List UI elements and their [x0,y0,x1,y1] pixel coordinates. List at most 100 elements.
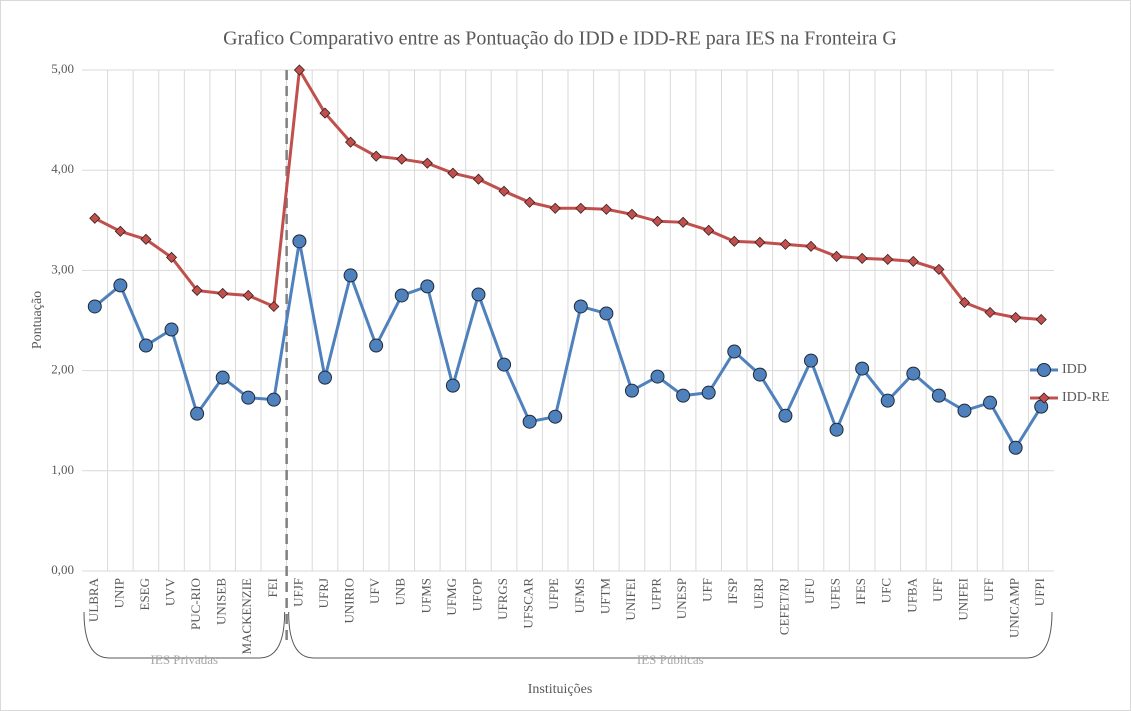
group-bracket [83,611,286,659]
data-point [370,150,382,162]
data-point [650,369,665,384]
x-tick-label: UFC [879,578,894,603]
y-tick-label: 0,00 [51,562,74,577]
data-point [906,366,921,381]
data-point [933,263,945,275]
data-point [651,215,664,227]
data-point [497,357,512,372]
legend-marker [1037,363,1051,377]
data-point [522,414,537,429]
data-point [907,255,919,267]
data-point [727,344,742,359]
data-point [957,403,972,418]
data-point [215,370,230,385]
x-tick-label: UFMG [444,578,459,616]
data-point [343,268,358,283]
y-tick-label: 3,00 [51,261,74,276]
data-point [752,367,767,382]
data-point [779,238,791,250]
data-point [701,385,716,400]
data-point [958,296,971,309]
x-tick-label: FEI [265,578,280,598]
x-tick-label: PUC-RIO [188,578,203,630]
data-point [931,388,946,403]
x-tick-label: UNESP [674,578,689,619]
x-tick-label: UNIFEI [955,578,970,621]
x-tick-label: UFOP [469,578,484,611]
data-point [445,378,460,393]
data-point [880,393,895,408]
data-point [754,236,766,248]
data-point [599,306,614,321]
data-point [319,107,331,119]
data-point [138,338,153,353]
data-point [677,216,689,228]
data-point [778,408,793,423]
data-point [831,250,843,262]
x-tick-label: UFSCAR [521,578,536,629]
x-tick-label: UFU [802,577,817,604]
data-point [345,136,357,148]
chart-title: Grafico Comparativo entre as Pontuação d… [223,28,897,50]
data-point [268,300,280,313]
x-tick-label: UFRGS [495,578,510,620]
data-point [624,383,639,398]
x-tick-label: UFPR [649,578,664,611]
data-point [984,306,996,319]
x-tick-label: UFPE [546,578,561,610]
x-tick-label: UFBA [904,577,919,612]
x-tick-label: UNIFEI [623,578,638,621]
data-point [369,338,384,353]
data-point [190,406,205,421]
data-point [420,279,435,294]
x-tick-label: UFTM [597,578,612,615]
data-point [1035,313,1047,326]
data-point [1010,311,1022,324]
data-point [882,253,894,265]
y-tick-label: 2,00 [51,362,74,377]
data-point [548,409,563,424]
x-tick-label: UNIP [111,578,126,608]
x-tick-label: UFF [700,578,715,602]
x-tick-label: UNB [393,578,408,606]
y-tick-label: 1,00 [51,462,74,477]
data-point [549,202,561,214]
group-bracket [288,611,1053,659]
x-tick-label: UFRJ [316,578,331,608]
data-point [856,252,868,264]
x-tick-label: UFES [828,578,843,610]
x-tick-label: UFPI [1032,578,1047,606]
data-point [394,288,409,303]
x-tick-label: UFJF [290,578,305,607]
x-tick-label: UFF [930,578,945,602]
x-tick-label: CEFET/RJ [776,578,791,635]
data-point [703,224,715,236]
data-point [983,395,998,410]
data-point [292,234,307,249]
data-point [804,353,818,368]
x-tick-label: ESEG [137,578,152,611]
data-point [266,392,281,407]
legend-label: IDD-RE [1062,390,1109,405]
x-tick-label: ULBRA [86,577,101,622]
data-point [1008,440,1023,455]
group-label: IES Privadas [151,652,219,667]
x-tick-label: IFSP [725,578,740,604]
x-tick-label: IFES [853,578,868,605]
data-point [524,196,536,208]
data-point [241,390,256,405]
x-tick-label: UFF [981,578,996,602]
data-point [421,157,433,169]
data-point [471,287,486,302]
x-tick-label: UERJ [751,578,766,609]
data-point [447,167,459,179]
data-point [626,208,638,220]
data-point [573,299,588,314]
data-point [829,422,844,437]
data-point [165,251,178,263]
data-point [191,284,203,297]
data-point [140,233,152,245]
data-point [575,202,587,214]
data-point [728,235,740,247]
